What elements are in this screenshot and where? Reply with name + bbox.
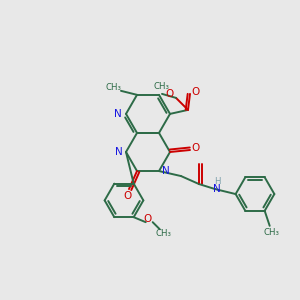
Text: O: O — [192, 143, 200, 153]
Text: CH₃: CH₃ — [153, 82, 169, 91]
Text: O: O — [166, 89, 174, 99]
Text: CH₃: CH₃ — [105, 83, 121, 92]
Text: CH₃: CH₃ — [264, 228, 280, 237]
Text: O: O — [144, 214, 152, 224]
Text: N: N — [213, 184, 221, 194]
Text: O: O — [123, 191, 131, 201]
Text: N: N — [115, 147, 123, 157]
Text: CH₃: CH₃ — [156, 229, 172, 238]
Text: H: H — [214, 177, 220, 186]
Text: O: O — [192, 87, 200, 97]
Text: N: N — [114, 109, 122, 119]
Text: N: N — [162, 166, 170, 176]
